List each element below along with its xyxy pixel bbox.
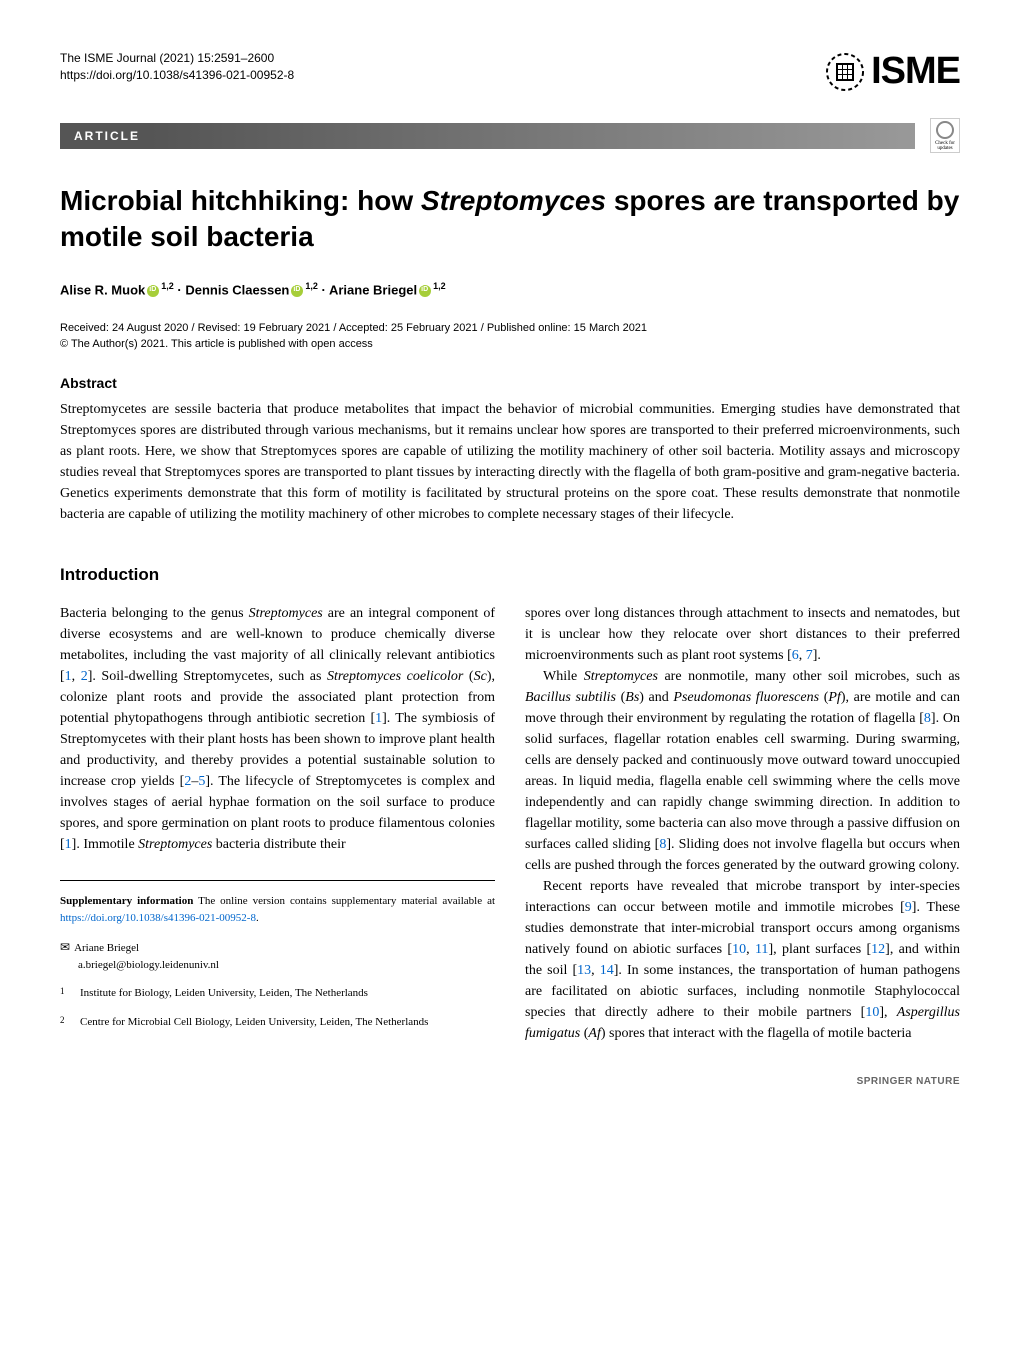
corresponding-author: ✉ Ariane Briegel a.briegel@biology.leiden… xyxy=(60,938,495,973)
ref-link[interactable]: 6 xyxy=(792,648,799,663)
check-updates-badge[interactable]: Check for updates xyxy=(930,118,960,153)
ref-link[interactable]: 1 xyxy=(65,837,72,852)
author-1: Alise R. Muok xyxy=(60,282,145,297)
ref-link[interactable]: 13 xyxy=(577,963,591,978)
affil-2-num: 2 xyxy=(60,1014,70,1031)
author-2-affil: 1,2 xyxy=(305,281,318,291)
author-3: Ariane Briegel xyxy=(329,282,417,297)
article-tag-row: ARTICLE Check for updates xyxy=(60,118,960,153)
supp-heading: Supplementary information xyxy=(60,895,193,907)
left-column: Bacteria belonging to the genus Streptom… xyxy=(60,603,495,1089)
affil-2-text: Centre for Microbial Cell Biology, Leide… xyxy=(80,1014,428,1031)
ref-link[interactable]: 11 xyxy=(755,942,768,957)
two-column-layout: Bacteria belonging to the genus Streptom… xyxy=(60,603,960,1089)
envelope-icon: ✉ xyxy=(60,940,70,954)
journal-logo: ISME xyxy=(825,50,960,93)
journal-doi: https://doi.org/10.1038/s41396-021-00952… xyxy=(60,67,294,84)
orcid-icon[interactable] xyxy=(147,285,159,297)
globe-icon xyxy=(825,52,865,92)
header-row: The ISME Journal (2021) 15:2591–2600 htt… xyxy=(60,50,960,93)
affil-1-text: Institute for Biology, Leiden University… xyxy=(80,985,368,1002)
affiliation-1: 1 Institute for Biology, Leiden Universi… xyxy=(60,985,495,1002)
ref-link[interactable]: 12 xyxy=(871,942,885,957)
author-sep: · xyxy=(174,282,186,297)
orcid-icon[interactable] xyxy=(291,285,303,297)
ref-link[interactable]: 7 xyxy=(806,648,813,663)
supplementary-info: Supplementary information The online ver… xyxy=(60,893,495,926)
ref-link[interactable]: 10 xyxy=(732,942,746,957)
footer-block: Supplementary information The online ver… xyxy=(60,880,495,1030)
intro-paragraph-2: While Streptomyces are nonmotile, many o… xyxy=(525,666,960,876)
author-sep: · xyxy=(318,282,329,297)
article-tag-gradient xyxy=(150,123,915,149)
corresp-email: a.briegel@biology.leidenuniv.nl xyxy=(78,959,219,971)
author-2: Dennis Claessen xyxy=(185,282,289,297)
ref-link[interactable]: 8 xyxy=(924,711,931,726)
intro-paragraph-1-cont: spores over long distances through attac… xyxy=(525,603,960,666)
ref-link[interactable]: 2 xyxy=(81,669,88,684)
authors-line: Alise R. Muok1,2 · Dennis Claessen1,2 · … xyxy=(60,281,960,297)
journal-info: The ISME Journal (2021) 15:2591–2600 htt… xyxy=(60,50,294,84)
affil-1-num: 1 xyxy=(60,985,70,1002)
copyright-line: © The Author(s) 2021. This article is pu… xyxy=(60,338,960,350)
supp-link[interactable]: https://doi.org/10.1038/s41396-021-00952… xyxy=(60,912,256,924)
ref-link[interactable]: 14 xyxy=(600,963,614,978)
check-badge-label: Check for updates xyxy=(931,141,959,151)
publication-dates: Received: 24 August 2020 / Revised: 19 F… xyxy=(60,322,960,334)
abstract-heading: Abstract xyxy=(60,375,960,391)
title-species: Streptomyces xyxy=(421,185,606,216)
right-column: spores over long distances through attac… xyxy=(525,603,960,1089)
affiliation-2: 2 Centre for Microbial Cell Biology, Lei… xyxy=(60,1014,495,1031)
orcid-icon[interactable] xyxy=(419,285,431,297)
abstract-body: Streptomycetes are sessile bacteria that… xyxy=(60,402,960,522)
journal-citation: The ISME Journal (2021) 15:2591–2600 xyxy=(60,50,294,67)
article-title: Microbial hitchhiking: how Streptomyces … xyxy=(60,183,960,256)
intro-paragraph-3: Recent reports have revealed that microb… xyxy=(525,876,960,1044)
title-text-1: Microbial hitchhiking: how xyxy=(60,185,421,216)
author-3-affil: 1,2 xyxy=(433,281,446,291)
supp-text: The online version contains supplementar… xyxy=(193,895,495,907)
ref-link[interactable]: 9 xyxy=(905,900,912,915)
corresp-name: Ariane Briegel xyxy=(74,942,139,954)
author-1-affil: 1,2 xyxy=(161,281,174,291)
abstract-text: Streptomycetes are sessile bacteria that… xyxy=(60,399,960,525)
article-type-tag: ARTICLE xyxy=(60,123,154,149)
logo-text: ISME xyxy=(871,50,960,93)
introduction-heading: Introduction xyxy=(60,565,960,585)
check-circle-icon xyxy=(936,121,954,139)
ref-link[interactable]: 10 xyxy=(865,1005,879,1020)
publisher-mark: SPRINGER NATURE xyxy=(525,1074,960,1089)
ref-link[interactable]: 1 xyxy=(65,669,72,684)
intro-paragraph-1: Bacteria belonging to the genus Streptom… xyxy=(60,603,495,855)
